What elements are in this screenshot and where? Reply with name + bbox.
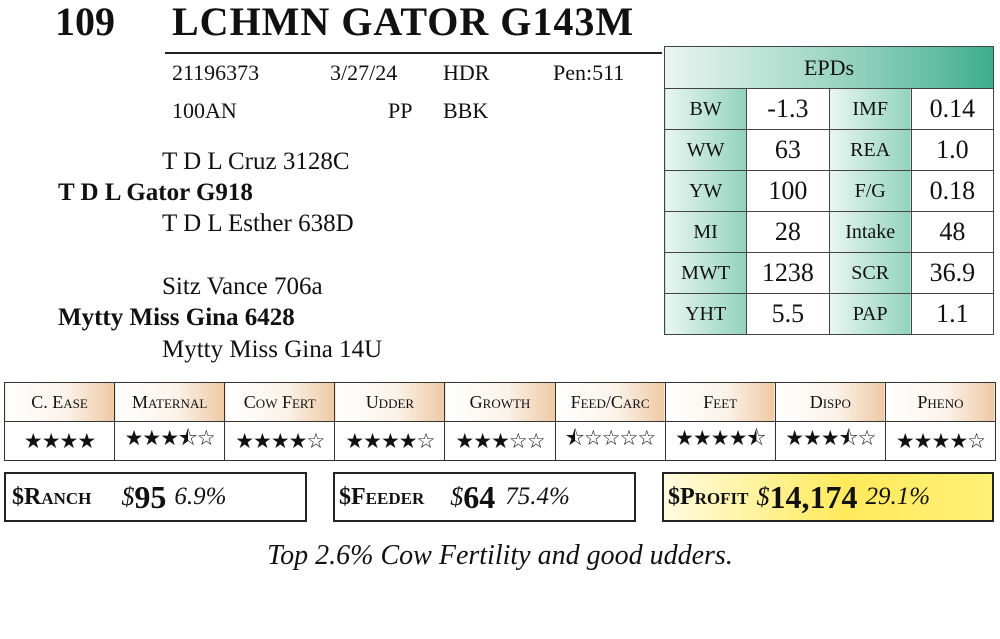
epd-label-cell: MWT (663, 252, 748, 294)
ranch-percentile: 6.9% (174, 483, 227, 510)
sire: T D L Gator G918 (58, 179, 253, 206)
sire-sire: T D L Cruz 3128C (162, 148, 350, 175)
epd-row: MWT 1238 SCR 36.9 (663, 252, 995, 294)
profit-value: 14,174 (769, 478, 858, 515)
feeder-value: 64 (463, 478, 496, 515)
hdr-code: HDR (443, 60, 490, 85)
trait-label: C. Ease (3, 382, 116, 422)
epd-label-cell: WW (663, 129, 748, 171)
color-code: BBK (443, 98, 489, 123)
registration-number: 21196373 (172, 60, 260, 85)
trait-label: Cow Fert (224, 382, 336, 422)
profit-label: $Profit (668, 483, 749, 510)
trait-ratings: C. Ease Maternal Cow Fert Udder Growth Feed/C… (3, 382, 997, 461)
birth-date: 3/27/24 (330, 60, 398, 85)
dam-dam: Mytty Miss Gina 14U (162, 336, 383, 363)
header-divider (165, 52, 662, 54)
epd-label-cell: Intake (828, 211, 912, 253)
pen-number: Pen:511 (553, 60, 625, 85)
epd-value-cell: 0.14 (910, 88, 995, 130)
polled-code: PP (388, 98, 413, 123)
ranch-label: $Ranch (12, 483, 92, 510)
feeder-index-box: $Feeder $ 64 75.4% (333, 472, 636, 522)
trait-stars: ★★★⯪☆ (114, 421, 226, 461)
trait-stars: ★★★★ (3, 421, 116, 461)
trait-table: C. Ease Maternal Cow Fert Udder Growth Feed/C… (3, 382, 997, 461)
dam-sire: Sitz Vance 706a (162, 273, 323, 300)
epd-value-cell: 1238 (746, 252, 830, 294)
epd-value-cell: 1.1 (910, 293, 995, 335)
feeder-dollar-sign: $ (450, 482, 464, 511)
epd-title: EPDs (664, 46, 994, 88)
epd-label-cell: REA (828, 129, 912, 171)
comment-text: Top 2.6% Cow Fertility and good udders. (267, 540, 733, 571)
epd-value-cell: 28 (746, 211, 830, 253)
trait-label: Pheno (884, 382, 997, 422)
epd-label-cell: SCR (828, 252, 912, 294)
epd-value-cell: 5.5 (746, 293, 830, 335)
trait-label: Dispo (774, 382, 886, 422)
epd-label-cell: MI (663, 211, 748, 253)
feeder-label: $Feeder (339, 483, 425, 510)
epd-value-cell: 100 (746, 170, 830, 212)
epd-label-cell: BW (663, 88, 748, 130)
epd-value-cell: 63 (746, 129, 830, 171)
epd-row: BW -1.3 IMF 0.14 (663, 88, 995, 130)
epd-table: BW -1.3 IMF 0.14 WW 63 REA 1.0 YW 100 F/G 0.18 MI 28 I… (663, 88, 995, 335)
epd-label-cell: YHT (663, 293, 748, 335)
epd-label-cell: IMF (828, 88, 912, 130)
profit-index-box: $Profit $ 14,174 29.1% (662, 472, 994, 522)
trait-stars: ★★★★⯪ (664, 421, 776, 461)
epd-row: WW 63 REA 1.0 (663, 129, 995, 171)
lot-number: 109 (55, 0, 115, 44)
trait-label: Growth (444, 382, 556, 422)
trait-label: Feed/Carc (554, 382, 666, 422)
profit-percentile: 29.1% (865, 483, 931, 510)
sire-dam: T D L Esther 638D (162, 210, 354, 237)
epd-row: YHT 5.5 PAP 1.1 (663, 293, 995, 335)
breed-code: 100AN (172, 98, 237, 123)
epd-label-cell: F/G (828, 170, 912, 212)
dam: Mytty Miss Gina 6428 (58, 304, 295, 331)
trait-stars: ★★★★☆ (224, 421, 336, 461)
epd-row: MI 28 Intake 48 (663, 211, 995, 253)
trait-stars: ★★★⯪☆ (774, 421, 886, 461)
epd-value-cell: 36.9 (910, 252, 995, 294)
trait-stars: ★★★★☆ (334, 421, 446, 461)
trait-label: Maternal (114, 382, 226, 422)
trait-label: Feet (664, 382, 776, 422)
epd-row: YW 100 F/G 0.18 (663, 170, 995, 212)
epd-value-cell: -1.3 (746, 88, 830, 130)
ranch-dollar-sign: $ (121, 482, 135, 511)
trait-stars: ★★★☆☆ (444, 421, 556, 461)
epd-label-cell: PAP (828, 293, 912, 335)
feeder-percentile: 75.4% (505, 483, 570, 510)
epd-value-cell: 1.0 (910, 129, 995, 171)
ranch-value: 95 (134, 478, 167, 515)
animal-name: LCHMN GATOR G143M (172, 0, 635, 44)
epd-value-cell: 0.18 (910, 170, 995, 212)
epd-value-cell: 48 (910, 211, 995, 253)
epd-label-cell: YW (663, 170, 748, 212)
trait-stars: ⯪☆☆☆☆ (554, 421, 666, 461)
ranch-index-box: $Ranch $ 95 6.9% (4, 472, 307, 522)
trait-label: Udder (334, 382, 446, 422)
profit-dollar-sign: $ (756, 482, 770, 511)
trait-stars: ★★★★☆ (884, 421, 997, 461)
